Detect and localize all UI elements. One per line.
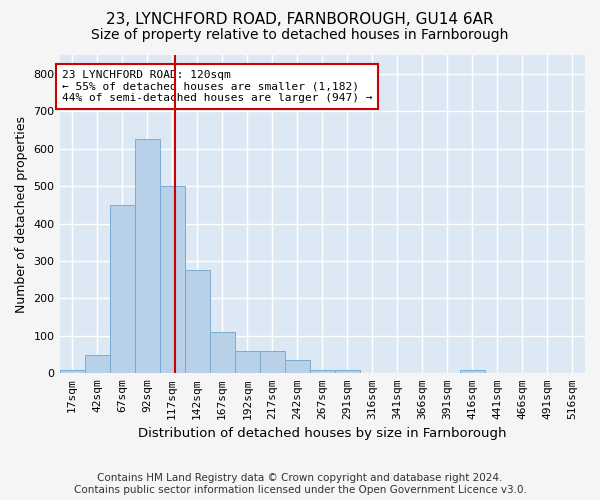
Text: 23 LYNCHFORD ROAD: 120sqm
← 55% of detached houses are smaller (1,182)
44% of se: 23 LYNCHFORD ROAD: 120sqm ← 55% of detac… bbox=[62, 70, 373, 103]
Text: Size of property relative to detached houses in Farnborough: Size of property relative to detached ho… bbox=[91, 28, 509, 42]
Bar bbox=[285, 360, 310, 374]
Bar bbox=[85, 354, 110, 374]
Bar bbox=[209, 332, 235, 374]
Bar bbox=[185, 270, 209, 374]
Bar bbox=[110, 205, 134, 374]
Bar bbox=[134, 140, 160, 374]
Bar bbox=[235, 351, 260, 374]
X-axis label: Distribution of detached houses by size in Farnborough: Distribution of detached houses by size … bbox=[138, 427, 506, 440]
Bar bbox=[310, 370, 335, 374]
Bar bbox=[160, 186, 185, 374]
Bar bbox=[460, 370, 485, 374]
Text: 23, LYNCHFORD ROAD, FARNBOROUGH, GU14 6AR: 23, LYNCHFORD ROAD, FARNBOROUGH, GU14 6A… bbox=[106, 12, 494, 28]
Text: Contains HM Land Registry data © Crown copyright and database right 2024.
Contai: Contains HM Land Registry data © Crown c… bbox=[74, 474, 526, 495]
Bar bbox=[59, 370, 85, 374]
Bar bbox=[335, 370, 360, 374]
Y-axis label: Number of detached properties: Number of detached properties bbox=[15, 116, 28, 312]
Bar bbox=[260, 351, 285, 374]
